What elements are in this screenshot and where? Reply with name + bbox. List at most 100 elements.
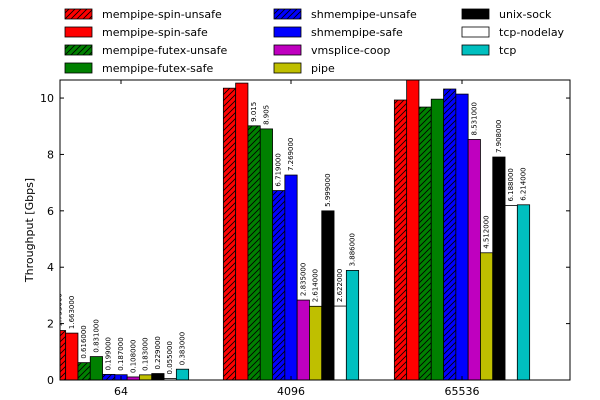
bar-mempipe-spin-safe-64: [65, 332, 79, 380]
bar-shmempipe-safe-65536: [455, 93, 469, 380]
y-axis: 0 2 4 6 8 10: [40, 92, 570, 387]
value-label-shmempipe-safe-64: 0.187000: [117, 337, 125, 370]
legend-swatch: [461, 8, 490, 20]
legend-item-pipe: pipe: [273, 62, 335, 75]
value-label-pipe-64: 0.183000: [142, 337, 150, 370]
legend-swatch: [461, 26, 490, 38]
legend-label: shmempipe-unsafe: [311, 8, 417, 21]
legend-swatch: [273, 44, 302, 56]
y-tick-label: 8: [47, 148, 54, 161]
bar-tcp-nodelay-65536: [504, 205, 518, 380]
y-axis-label: Throughput [Gbps]: [23, 178, 36, 283]
y-tick-label: 2: [47, 318, 54, 331]
bar-hatch-shmempipe-unsafe-4096: [272, 190, 285, 380]
legend-label: mempipe-spin-safe: [102, 26, 208, 39]
legend-item-shmempipe-unsafe: shmempipe-unsafe: [273, 8, 417, 21]
value-label-tcp-65536: 6.214000: [520, 167, 528, 200]
bar-mempipe-spin-safe-4096: [235, 82, 249, 380]
value-label-tcp-nodelay-64: 0.055000: [166, 341, 174, 374]
legend-item-tcp: tcp: [461, 44, 516, 57]
bar-hatch-shmempipe-unsafe-64: [102, 374, 115, 380]
legend: mempipe-spin-unsafe mempipe-spin-safe memp…: [64, 8, 565, 75]
legend-label: tcp: [499, 44, 516, 57]
bar-tcp-nodelay-4096: [333, 305, 347, 380]
legend-swatch: [273, 62, 302, 74]
legend-swatch: [64, 26, 93, 38]
bar-hatch-mempipe-spin-unsafe-64: [60, 330, 66, 380]
legend-item-mempipe-spin-unsafe: mempipe-spin-unsafe: [64, 8, 222, 21]
bar-hatch-mempipe-futex-unsafe-65536: [418, 107, 432, 380]
value-label-mempipe-futex-unsafe-64: 0.616000: [80, 325, 88, 358]
y-tick-label: 10: [40, 92, 54, 105]
legend-label: mempipe-futex-safe: [102, 62, 214, 75]
bar-pipe-4096: [309, 305, 323, 380]
legend-swatch: [64, 62, 93, 74]
value-labels: 1.755000 1.663000 0.616000 0.831000 0.199000…: [56, 102, 528, 375]
legend-label: tcp-nodelay: [499, 26, 565, 39]
bar-tcp-4096: [345, 270, 360, 380]
bar-mempipe-futex-safe-4096: [259, 128, 273, 380]
legend-swatch: [461, 44, 490, 56]
bar-pipe-65536: [480, 252, 494, 380]
bar-mempipe-spin-safe-65536: [406, 80, 420, 380]
value-label-shmempipe-unsafe-64: 0.199000: [105, 337, 113, 370]
bar-hatch-mempipe-futex-unsafe-4096: [247, 125, 261, 380]
legend-label: shmempipe-safe: [311, 26, 403, 39]
legend-swatch-hatch: [65, 9, 92, 19]
bar-hatch-shmempipe-unsafe-65536: [443, 89, 456, 380]
legend-label: unix-sock: [499, 8, 552, 21]
value-label-tcp-64: 0.383000: [179, 332, 187, 365]
value-label-pipe-4096: 2.614000: [312, 269, 320, 302]
bar-mempipe-futex-safe-64: [89, 356, 103, 380]
y-tick-label: 4: [47, 261, 54, 274]
legend-item-unix-sock: unix-sock: [461, 8, 552, 21]
legend-item-mempipe-spin-safe: mempipe-spin-safe: [64, 26, 208, 39]
bar-unix-sock-64: [151, 373, 165, 380]
value-label-mempipe-spin-safe-64: 1.663000: [68, 296, 76, 329]
value-label-mempipe-spin-unsafe-64: 1.755000: [56, 293, 64, 326]
value-label-unix-sock-4096: 5.999000: [324, 173, 332, 206]
bar-mempipe-futex-safe-65536: [430, 98, 444, 380]
legend-item-mempipe-futex-safe: mempipe-futex-safe: [64, 62, 214, 75]
value-label-unix-sock-64: 0.229000: [154, 336, 162, 369]
x-axis: 64 4096 65536: [114, 80, 480, 398]
x-tick-label: 64: [114, 385, 128, 398]
value-label-unix-sock-65536: 7.908000: [495, 120, 503, 153]
y-tick-label: 6: [47, 205, 54, 218]
bar-shmempipe-safe-4096: [284, 174, 298, 380]
value-label-tcp-nodelay-65536: 6.188000: [507, 168, 515, 201]
plot-frame: [59, 79, 571, 381]
bar-unix-sock-4096: [321, 210, 335, 380]
bar-hatch-mempipe-spin-unsafe-65536: [394, 100, 407, 380]
value-label-shmempipe-safe-4096: 7.269000: [287, 138, 295, 171]
value-label-mempipe-futex-safe-4096: 8.905: [262, 105, 270, 125]
value-label-pipe-65536: 4.512000: [483, 215, 491, 248]
legend-swatch: [273, 26, 302, 38]
legend-swatch-hatch: [65, 45, 92, 55]
legend-item-shmempipe-safe: shmempipe-safe: [273, 26, 403, 39]
value-label-vmsplice-coop-65536: 8.531000: [470, 102, 478, 135]
legend-item-mempipe-futex-unsafe: mempipe-futex-unsafe: [64, 44, 227, 57]
bar-vmsplice-coop-65536: [467, 139, 481, 380]
bar-tcp-64: [175, 368, 190, 380]
legend-swatch-hatch: [274, 9, 301, 19]
value-label-tcp-nodelay-4096: 2.622000: [336, 269, 344, 302]
value-label-mempipe-futex-safe-64: 0.831000: [92, 319, 100, 352]
bars: [60, 80, 531, 380]
value-label-vmsplice-coop-4096: 2.835000: [299, 263, 307, 296]
bar-hatch-mempipe-spin-unsafe-4096: [223, 88, 236, 380]
value-label-vmsplice-coop-64: 0.108000: [129, 340, 137, 373]
y-tick-label: 0: [47, 374, 54, 387]
bar-vmsplice-coop-4096: [296, 299, 310, 380]
bar-hatch-mempipe-futex-unsafe-64: [77, 362, 91, 380]
legend-label: pipe: [311, 62, 335, 75]
x-tick-label: 65536: [445, 385, 480, 398]
legend-label: vmsplice-coop: [311, 44, 390, 57]
value-label-shmempipe-unsafe-4096: 6.719000: [275, 153, 283, 186]
bar-unix-sock-65536: [492, 156, 506, 380]
x-tick-label: 4096: [277, 385, 305, 398]
legend-item-vmsplice-coop: vmsplice-coop: [273, 44, 390, 57]
legend-label: mempipe-spin-unsafe: [102, 8, 222, 21]
legend-item-tcp-nodelay: tcp-nodelay: [461, 26, 565, 39]
